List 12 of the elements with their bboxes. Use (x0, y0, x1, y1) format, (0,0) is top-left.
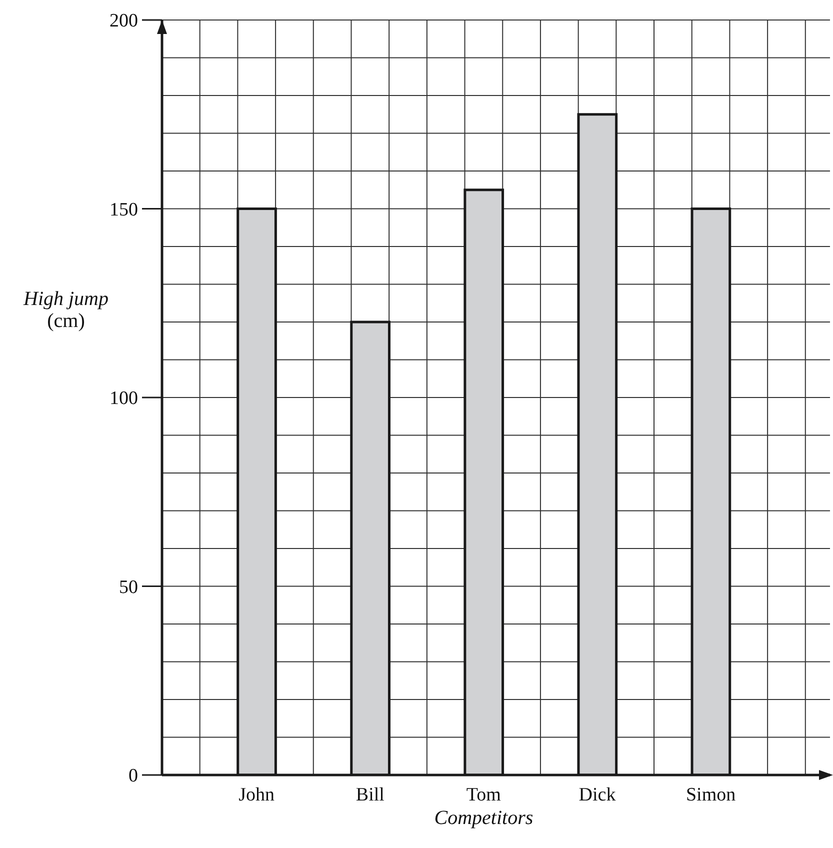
y-tick-label: 0 (128, 766, 138, 787)
y-tick-label: 150 (110, 199, 138, 220)
x-tick-label: Simon (686, 784, 736, 806)
y-axis-title: High jump (cm) (22, 288, 108, 332)
x-tick-label: Bill (356, 784, 384, 806)
x-tick-label: Dick (578, 784, 616, 806)
x-tick-label: John (238, 784, 276, 806)
y-tick-label: 50 (119, 576, 138, 598)
y-tick-label: 100 (110, 388, 138, 410)
x-axis-title: Competitors (434, 807, 534, 829)
x-tick-label: Tom (466, 784, 502, 806)
y-tick-label: 200 (110, 10, 138, 32)
